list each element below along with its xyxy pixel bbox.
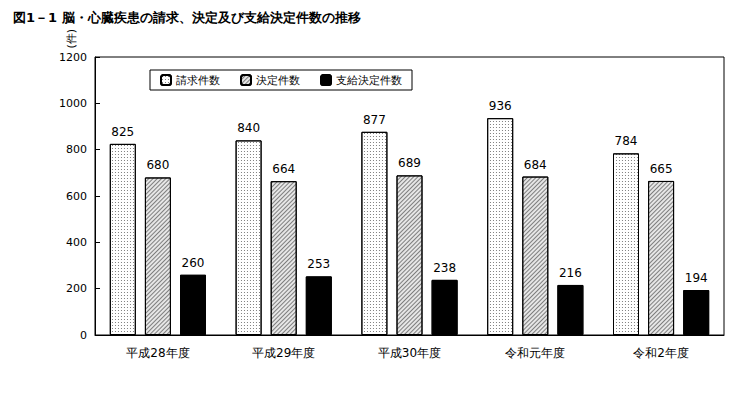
- svg-text:平成30年度: 平成30年度: [378, 346, 441, 360]
- svg-text:664: 664: [272, 162, 295, 176]
- svg-text:689: 689: [398, 156, 421, 170]
- svg-text:784: 784: [615, 134, 638, 148]
- svg-text:(件): (件): [65, 29, 78, 49]
- svg-text:800: 800: [66, 143, 87, 156]
- svg-text:400: 400: [66, 236, 87, 249]
- svg-text:680: 680: [146, 158, 169, 172]
- svg-text:令和2年度: 令和2年度: [633, 346, 689, 360]
- svg-text:825: 825: [111, 125, 134, 139]
- svg-text:0: 0: [80, 329, 87, 342]
- svg-text:238: 238: [433, 261, 456, 275]
- svg-text:600: 600: [66, 190, 87, 203]
- svg-text:216: 216: [559, 266, 582, 280]
- svg-text:1000: 1000: [59, 97, 87, 110]
- svg-text:図1－1 脳・心臓疾患の請求、決定及び支給決定件数の推移: 図1－1 脳・心臓疾患の請求、決定及び支給決定件数の推移: [13, 10, 361, 25]
- svg-text:平成29年度: 平成29年度: [252, 346, 315, 360]
- svg-text:請求件数: 請求件数: [176, 74, 220, 87]
- svg-text:194: 194: [685, 271, 708, 285]
- svg-text:支給決定件数: 支給決定件数: [336, 74, 402, 87]
- svg-text:877: 877: [363, 113, 386, 127]
- svg-text:260: 260: [182, 256, 205, 270]
- svg-text:1200: 1200: [59, 51, 87, 64]
- svg-text:200: 200: [66, 282, 87, 295]
- svg-text:平成28年度: 平成28年度: [126, 346, 189, 360]
- svg-text:936: 936: [489, 99, 512, 113]
- svg-text:684: 684: [524, 158, 547, 172]
- svg-text:決定件数: 決定件数: [256, 74, 300, 87]
- svg-text:840: 840: [237, 121, 260, 135]
- svg-text:253: 253: [307, 257, 330, 271]
- svg-text:665: 665: [650, 162, 673, 176]
- svg-text:令和元年度: 令和元年度: [505, 346, 565, 360]
